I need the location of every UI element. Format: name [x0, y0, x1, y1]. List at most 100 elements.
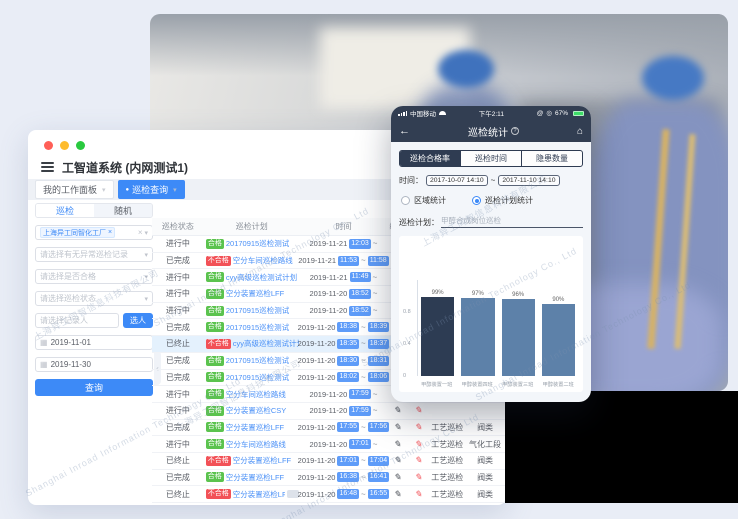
caret-down-icon: ▾ [102, 186, 106, 194]
plan-cell: 合格 20170915巡检测试 [204, 305, 300, 316]
maximize-window-button[interactable] [76, 141, 85, 150]
plan-link[interactable]: 空分车间巡检路线 [225, 389, 286, 399]
date-end-input[interactable]: ▦ 2019-11-30 [35, 357, 153, 372]
plan-link[interactable]: 20170915巡检测试 [225, 322, 290, 332]
delete-icon[interactable]: ✎ [414, 405, 423, 416]
carrier-label: 中国移动 [410, 111, 436, 118]
plan-cell: 不合格 空分装置巡检LFF [204, 455, 300, 466]
table-row[interactable]: 已终止 不合格 空分装置巡检LFF 2019-11-20 17:01 ~17:04 ✎ ✎ 工艺… [152, 453, 505, 470]
filter-select[interactable]: 请选择巡检状态 ▾ [35, 291, 153, 306]
delete-icon[interactable]: ✎ [414, 488, 423, 499]
org-multiselect[interactable]: 上海异工同智化工厂 × × ▾ [35, 225, 153, 240]
table-row[interactable]: 进行中 合格 空分装置巡检CSY 2019-11-20 17:59 ~ ✎ ✎ [152, 403, 505, 420]
tag-remove-icon[interactable]: × [108, 229, 113, 236]
range-separator: ~ [490, 176, 496, 185]
chevron-down-icon: ▾ [144, 295, 148, 303]
table-row[interactable]: 进行中 合格 空分车间巡检路线 2019-11-20 17:01 ~ ✎ ✎ 工艺巡检 气化工段 [152, 436, 505, 453]
query-button[interactable]: 查询 [35, 379, 153, 396]
plan-label: 巡检计划： [399, 218, 439, 227]
radio-option[interactable]: 区域统计 [401, 195, 446, 206]
phone-body: 巡检合格率 巡检时间 隐患数量 时间： 2017-10-07 14:10 ~ 201… [391, 142, 591, 400]
nav-tab[interactable]: ● 巡检查询 ▾ [117, 180, 185, 199]
battery-percent: 67% [554, 109, 568, 117]
range-end-chip[interactable]: 2017-11-10 14:10 [498, 175, 560, 186]
pass-rate-chart: 0.8 0.4 0 99% 97% 96% 90% 甲醇装置一班 甲醇装置四班 甲醇装置三班甲… [399, 236, 583, 392]
stat-mode-radios: 区域统计 巡检计划统计 [401, 195, 583, 206]
clear-icon[interactable]: × [137, 228, 143, 237]
delete-icon[interactable]: ✎ [414, 438, 423, 449]
edit-icon[interactable]: ✎ [393, 421, 402, 432]
time-cell: 2019-11-20 17:59 ~ [300, 405, 388, 416]
bar-value-label: 99% [431, 290, 444, 296]
end-time-chip: 18:37 [367, 338, 390, 349]
radio-option[interactable]: 巡检计划统计 [472, 195, 533, 206]
chevron-down-icon: ▾ [144, 251, 148, 259]
org-tag-label: 上海异工同智化工厂 [43, 229, 106, 237]
filter-tabs: 巡检 随机 [35, 203, 153, 218]
filter-select[interactable]: 请选择是否合格 ▾ [35, 269, 153, 284]
plan-link[interactable]: 空分车间巡检路线 [225, 439, 286, 449]
start-time-chip: 17:59 [349, 389, 371, 400]
plan-select-value[interactable]: 甲醇合成岗位巡检 [441, 215, 583, 228]
plan-link[interactable]: 空分装置巡检LFF [232, 489, 286, 499]
edit-icon[interactable]: ✎ [393, 471, 402, 482]
delete-icon[interactable]: ✎ [414, 455, 423, 466]
phone-stat-tab[interactable]: 巡检合格率 [400, 151, 460, 166]
filter-tab[interactable]: 巡检 [36, 204, 94, 217]
pick-person-button[interactable]: 选人 [123, 313, 153, 328]
sidebar-collapse-handle[interactable]: ‹ [154, 351, 161, 385]
minimize-window-button[interactable] [60, 141, 69, 150]
time-separator: ~ [372, 289, 378, 299]
plan-link[interactable]: 空分装置巡检LFF [225, 472, 285, 482]
nav-tab[interactable]: 我的工作面板 ▾ [35, 180, 114, 199]
start-time-chip: 16:38 [337, 472, 360, 483]
plan-link[interactable]: 20170915巡检测试 [225, 356, 290, 366]
phone-stat-tab[interactable]: 隐患数量 [521, 151, 582, 166]
plan-cell: 合格 20170915巡检测试 [204, 322, 300, 333]
table-row[interactable]: 已终止 不合格 空分装置巡检LFF 2019-11-20 16:48 ~16:55 ✎ ✎ 工艺… [152, 486, 505, 503]
plan-link[interactable]: 空分装置巡检LFF [232, 456, 292, 466]
date-text: 2019-11-21 [309, 272, 348, 282]
edit-icon[interactable]: ✎ [393, 438, 402, 449]
filter-tab[interactable]: 随机 [94, 204, 152, 217]
plan-link[interactable]: cyy高级巡检测试计划 [232, 339, 300, 349]
menu-icon[interactable] [41, 162, 54, 172]
status-cell: 进行中 [165, 289, 190, 299]
plan-link[interactable]: 20170915巡检测试 [225, 239, 290, 249]
phone-overlay: 中国移动 下午2:11 @ ◎ 67% ← 巡检统计 ? ⌂ 巡检合格率 巡检时间… [391, 106, 591, 402]
result-badge: 不合格 [205, 338, 231, 349]
home-icon[interactable]: ⌂ [576, 125, 583, 137]
result-badge: 不合格 [205, 255, 231, 266]
result-badge: 合格 [205, 355, 224, 366]
edit-icon[interactable]: ✎ [393, 455, 402, 466]
area-cell: 阀类 [477, 456, 494, 466]
nav-tab-label: 我的工作面板 [43, 185, 98, 195]
edit-icon[interactable]: ✎ [393, 405, 402, 416]
plan-cell: 不合格 空分装置巡检LFF [204, 489, 300, 500]
range-start-chip[interactable]: 2017-10-07 14:10 [426, 175, 488, 186]
person-input[interactable]: 请选择记录人 [35, 313, 119, 328]
time-separator: ~ [372, 272, 378, 282]
close-window-button[interactable] [44, 141, 53, 150]
delete-icon[interactable]: ✎ [414, 421, 423, 432]
edit-icon[interactable]: ✎ [393, 488, 402, 499]
plan-link[interactable]: 20170915巡检测试 [225, 372, 290, 382]
phone-stat-tab[interactable]: 巡检时间 [460, 151, 521, 166]
plan-link[interactable]: 空分装置巡检CSY [225, 406, 287, 416]
date-start-input[interactable]: ▦ 2019-11-01 [35, 335, 153, 350]
plan-link[interactable]: cyy高级巡检测试计划 [225, 272, 298, 282]
filter-selects: 请选择有无异常巡检记录 ▾ 请选择是否合格 ▾ 请选择巡检状态 ▾ [35, 247, 153, 306]
plan-link[interactable]: 空分装置巡检LFF [225, 422, 285, 432]
table-row[interactable]: 已完成 合格 空分装置巡检LFF 2019-11-20 16:38 ~16:41 ✎ ✎ 工艺巡… [152, 470, 505, 487]
table-row[interactable]: 已完成 合格 空分装置巡检LFF 2019-11-20 17:55 ~17:56 ✎ ✎ 工艺巡… [152, 420, 505, 437]
filter-select[interactable]: 请选择有无异常巡检记录 ▾ [35, 247, 153, 262]
plan-link[interactable]: 空分车间巡检路线 [232, 256, 293, 266]
date-text: 2019-11-20 [297, 322, 336, 332]
delete-icon[interactable]: ✎ [414, 471, 423, 482]
back-icon[interactable]: ← [399, 125, 410, 137]
help-icon[interactable]: ? [510, 127, 519, 135]
plan-link[interactable]: 20170915巡检测试 [225, 306, 290, 316]
plan-link[interactable]: 空分装置巡检LFF [225, 289, 285, 299]
